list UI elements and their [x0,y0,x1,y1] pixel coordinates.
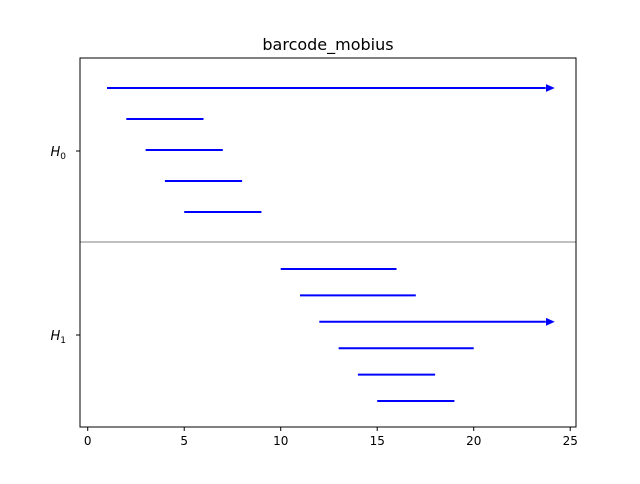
plot-frame-rect [79,57,577,428]
x-tick-label: 15 [370,434,385,448]
group-label: H1 [50,329,66,346]
x-tick-label: 5 [180,434,188,448]
plot-frame [79,57,577,428]
x-tick-label: 0 [84,434,92,448]
group-label: H0 [50,145,66,162]
x-axis: 0 5 10 15 20 25 [84,427,578,448]
y-axis: H0 H1 [50,145,80,346]
x-tick-label: 20 [466,434,481,448]
x-tick-label: 10 [273,434,288,448]
chart-title: barcode_mobius [262,35,393,55]
x-tick-label: 25 [563,434,578,448]
bars-layer [107,84,555,402]
